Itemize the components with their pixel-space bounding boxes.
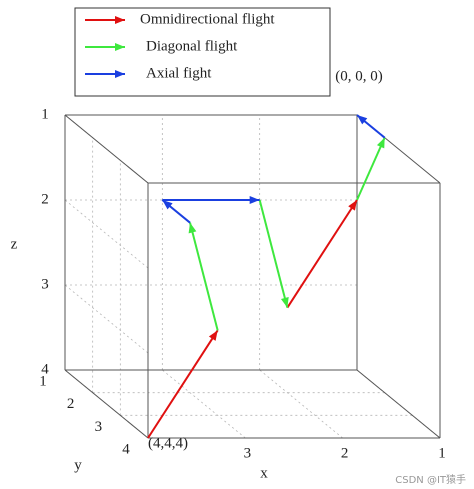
y-axis-label: y (74, 457, 82, 473)
box-edge (64, 114, 149, 184)
grid-line (162, 369, 246, 439)
y-tick-label: 2 (67, 396, 75, 412)
x-tick-label: 2 (341, 445, 349, 461)
x-tick-label: 1 (438, 445, 446, 461)
legend-label: Omnidirectional flight (140, 11, 275, 27)
arrows (147, 114, 386, 439)
legend-label: Axial fight (146, 65, 212, 81)
y-tick-label: 1 (39, 373, 47, 389)
arrow-head (188, 222, 197, 234)
y-tick-label: 4 (122, 441, 130, 457)
arrow-head (376, 137, 385, 149)
arrow-head (348, 200, 357, 211)
z-tick-label: 4 (41, 361, 49, 377)
annotation: (0, 0, 0) (335, 68, 383, 84)
arrow-shaft (147, 329, 219, 439)
y-tick-label: 3 (95, 419, 103, 435)
axes-box (64, 114, 441, 439)
arrow-head (162, 200, 173, 210)
grid-line (64, 199, 149, 269)
legend-label: Diagonal flight (146, 38, 238, 54)
arrow-shaft (286, 199, 358, 309)
z-tick-label: 3 (41, 276, 49, 292)
arrow-head (208, 330, 218, 341)
arrow-head (357, 115, 368, 125)
arrow-head (115, 43, 125, 51)
arrow-head (249, 196, 260, 204)
arrow-shaft (258, 199, 289, 308)
annotation: (4,4,4) (148, 435, 188, 451)
x-tick-label: 3 (244, 445, 252, 461)
z-axis-label: z (11, 236, 18, 252)
box-edge (64, 369, 149, 439)
box-edge (356, 369, 441, 439)
arrow-head (115, 70, 125, 78)
grid-line (64, 284, 149, 354)
arrow-shaft (189, 222, 219, 331)
x-axis-label: x (260, 465, 268, 481)
watermark: CSDN @IT猿手 (395, 473, 466, 486)
z-tick-label: 1 (41, 106, 49, 122)
z-tick-label: 2 (41, 191, 49, 207)
arrow-head (115, 16, 125, 24)
arrow-head (280, 296, 289, 308)
arrow-shaft (356, 137, 386, 201)
grid-line (259, 369, 343, 439)
grid (64, 114, 441, 439)
